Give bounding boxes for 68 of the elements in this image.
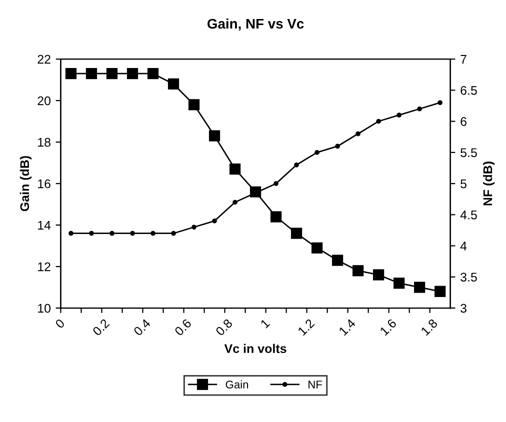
y-tick-label: 10 — [38, 304, 51, 313]
point — [168, 78, 180, 90]
point — [130, 230, 135, 236]
point — [89, 230, 94, 236]
point — [352, 265, 364, 276]
y-axis-title: Gain (dB) — [20, 156, 32, 212]
x-tick-label: 0.4 — [133, 318, 152, 336]
point — [332, 254, 344, 266]
y-tick-label: 16 — [38, 179, 50, 188]
legend-label: Gain — [226, 380, 248, 388]
point — [335, 144, 340, 149]
point — [274, 181, 278, 186]
x-tick-label: 0.8 — [215, 318, 233, 336]
y2-tick-label: 3.5 — [460, 272, 477, 282]
y-tick-label: 18 — [38, 138, 50, 147]
point — [208, 130, 220, 142]
x-tick-label: 0.2 — [92, 318, 110, 336]
y2-tick-label: 5 — [460, 180, 466, 188]
y2-tick-label: 4.5 — [460, 210, 477, 220]
legend-label: NF — [308, 380, 322, 388]
point — [188, 99, 200, 110]
y-tick-label: 20 — [38, 96, 51, 106]
point — [314, 150, 320, 155]
y2-tick-label: 6.5 — [460, 86, 477, 95]
point — [171, 230, 176, 236]
point — [376, 118, 381, 124]
x-tick-label: 1.4 — [338, 318, 356, 336]
point — [232, 200, 238, 205]
x-axis-title: Vc in volts — [224, 344, 286, 354]
point — [311, 242, 323, 254]
y-tick-label: 14 — [38, 220, 51, 230]
point — [414, 282, 426, 293]
point — [417, 106, 422, 112]
x-tick-label: 1 — [260, 318, 270, 328]
x-tick-label: 1.6 — [379, 318, 397, 336]
point — [106, 68, 118, 80]
y2-tick-label: 4 — [460, 242, 467, 250]
y-tick-label: 12 — [38, 262, 50, 272]
x-tick-label: 0 — [54, 318, 66, 329]
point — [212, 218, 217, 224]
y2-tick-label: 7 — [460, 55, 466, 64]
point — [192, 224, 196, 230]
point — [270, 211, 282, 222]
point — [110, 230, 114, 236]
x-tick-label: 0.6 — [174, 318, 192, 336]
point — [373, 269, 384, 280]
point — [150, 230, 156, 236]
point — [438, 100, 443, 106]
point — [394, 278, 405, 289]
x-tick-label: 1.2 — [297, 318, 315, 336]
point — [65, 68, 77, 80]
y2-tick-label: 6 — [460, 117, 466, 126]
point — [126, 68, 138, 80]
point — [356, 131, 360, 136]
y2-tick-label: 5.5 — [460, 148, 477, 158]
point — [434, 286, 446, 298]
point — [68, 230, 74, 236]
y2-tick-label: 3 — [460, 304, 466, 313]
point — [294, 162, 299, 168]
y-tick-label: 22 — [38, 54, 50, 64]
chart-title: Gain, NF vs Vc — [207, 18, 304, 31]
point — [147, 68, 159, 80]
y2-axis-title: NF (dB) — [482, 162, 495, 206]
point — [229, 163, 241, 175]
point — [396, 112, 402, 118]
x-tick-label: 1.8 — [420, 318, 438, 336]
point — [290, 228, 302, 239]
point — [86, 68, 98, 80]
